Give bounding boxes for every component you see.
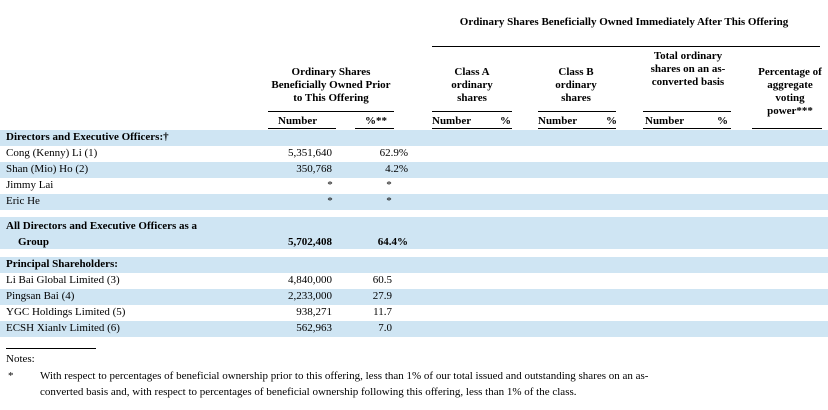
subheader-pct-class-a: %	[500, 115, 511, 127]
band-all-directors	[0, 217, 828, 249]
notes-star: *	[8, 370, 14, 382]
principal-number-2: 2,233,000	[288, 290, 332, 302]
row-pct-3: *	[386, 179, 392, 191]
principal-name-4: ECSH Xianlv Limited (6)	[6, 322, 120, 334]
principal-pct-2: 27.9	[372, 290, 392, 302]
band-row-2	[0, 162, 828, 178]
rule-percentage	[752, 128, 822, 129]
subheader-number-total: Number	[645, 115, 685, 127]
subheader-number-class-a: Number	[432, 115, 472, 127]
notes-separator	[6, 348, 96, 349]
all-directors-label-1: All Directors and Executive Officers as …	[6, 220, 198, 232]
rule-total-sub	[643, 128, 731, 129]
subheader-pct-class-b: %	[606, 115, 617, 127]
row-name-4: Eric He	[6, 195, 40, 207]
principal-pct-4: 7.0	[378, 322, 392, 334]
rule-prior-sub-number	[268, 128, 336, 129]
subheader-number-class-b: Number	[538, 115, 578, 127]
all-directors-label-2: Group	[18, 236, 49, 248]
principal-number-1: 4,840,000	[288, 274, 332, 286]
notes-label: Notes:	[6, 353, 35, 365]
header-total: Total ordinary shares on an as-converted…	[650, 50, 726, 88]
band-principal-row-2	[0, 289, 828, 305]
section-directors: Directors and Executive Officers:†	[6, 131, 169, 143]
rule-prior-sub-pct	[355, 128, 394, 129]
header-after-offering-rule	[432, 46, 820, 47]
header-after-offering: Ordinary Shares Beneficially Owned Immed…	[459, 16, 789, 28]
header-prior: Ordinary Shares Beneficially Owned Prior…	[271, 66, 391, 104]
principal-number-4: 562,963	[296, 322, 332, 334]
subheader-number-prior: Number	[278, 115, 318, 127]
row-pct-1: 62.9%	[379, 147, 408, 159]
header-class-b: Class B ordinary shares	[555, 66, 597, 104]
principal-pct-3: 11.7	[373, 306, 392, 318]
row-name-1: Cong (Kenny) Li (1)	[6, 147, 98, 159]
row-number-4: *	[327, 195, 333, 207]
row-name-3: Jimmy Lai	[6, 179, 54, 191]
principal-name-2: Pingsan Bai (4)	[6, 290, 75, 302]
principal-number-3: 938,271	[296, 306, 332, 318]
group-total-number: 5,702,408	[288, 236, 332, 248]
section-principal: Principal Shareholders:	[6, 258, 118, 270]
principal-pct-1: 60.5	[372, 274, 392, 286]
band-row-4	[0, 194, 828, 210]
principal-name-3: YGC Holdings Limited (5)	[6, 306, 126, 318]
rule-class-b-sub	[538, 128, 616, 129]
row-pct-4: *	[386, 195, 392, 207]
header-percentage: Percentage of aggregate voting power***	[758, 66, 822, 117]
row-number-1: 5,351,640	[288, 147, 332, 159]
rule-total	[643, 111, 731, 112]
principal-name-1: Li Bai Global Limited (3)	[6, 274, 120, 286]
rule-prior-number	[268, 111, 394, 112]
subheader-pct-total: %	[717, 115, 728, 127]
notes-text-line-1: With respect to percentages of beneficia…	[40, 370, 649, 382]
row-pct-2: 4.2%	[385, 163, 408, 175]
notes-text-line-2: converted basis and, with respect to per…	[40, 386, 577, 398]
rule-class-a	[432, 111, 512, 112]
band-principal-row-4	[0, 321, 828, 337]
band-directors-header	[0, 130, 828, 146]
row-number-3: *	[327, 179, 333, 191]
header-class-a: Class A ordinary shares	[451, 66, 493, 104]
band-principal-header	[0, 257, 828, 273]
rule-class-b	[538, 111, 616, 112]
rule-class-a-sub	[432, 128, 512, 129]
group-total-pct: 64.4%	[377, 236, 408, 248]
subheader-pct-prior: %**	[365, 115, 387, 127]
row-number-2: 350,768	[296, 163, 332, 175]
row-name-2: Shan (Mio) Ho (2)	[6, 163, 89, 175]
